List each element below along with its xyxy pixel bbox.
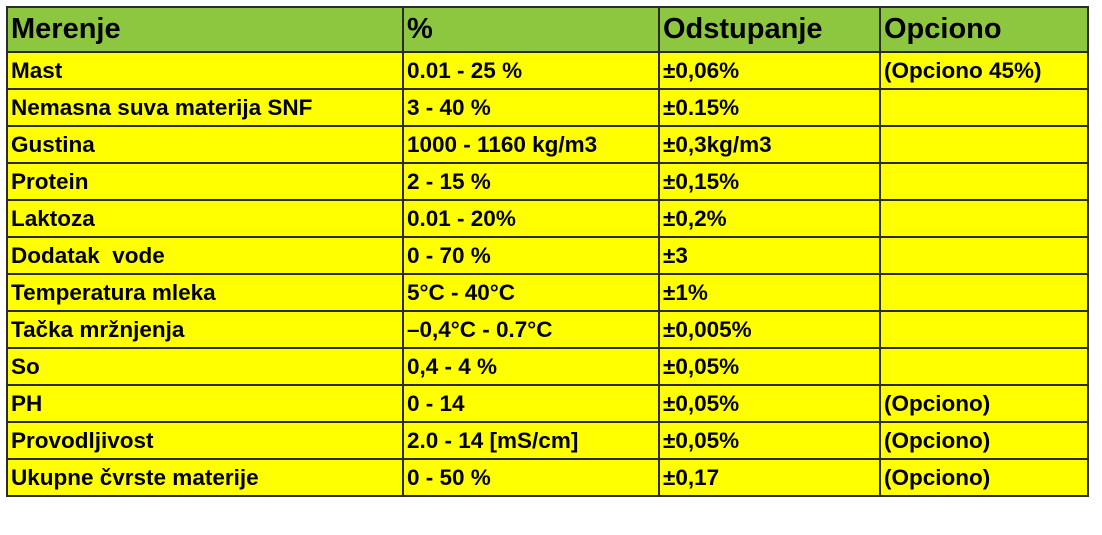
cell-range: –0,4°C - 0.7°C [402, 310, 660, 349]
table-row: Temperatura mleka 5°C - 40°C ±1% [6, 273, 1089, 312]
cell-optional [879, 125, 1089, 164]
cell-range: 3 - 40 % [402, 88, 660, 127]
header-deviation: Odstupanje [658, 6, 881, 53]
cell-optional [879, 273, 1089, 312]
table-row: Nemasna suva materija SNF 3 - 40 % ±0.15… [6, 88, 1089, 127]
cell-optional [879, 236, 1089, 275]
header-optional: Opciono [879, 6, 1089, 53]
cell-optional: (Opciono) [879, 384, 1089, 423]
cell-measurement: Mast [6, 51, 404, 90]
milk-analyzer-spec-table: Merenje % Odstupanje Opciono Mast 0.01 -… [6, 6, 1089, 497]
cell-measurement: Tačka mržnjenja [6, 310, 404, 349]
cell-measurement: Provodljivost [6, 421, 404, 460]
cell-range: 1000 - 1160 kg/m3 [402, 125, 660, 164]
cell-deviation: ±0,005% [658, 310, 881, 349]
cell-range: 2 - 15 % [402, 162, 660, 201]
table-row: Provodljivost 2.0 - 14 [mS/cm] ±0,05% (O… [6, 421, 1089, 460]
cell-optional [879, 347, 1089, 386]
cell-deviation: ±0,15% [658, 162, 881, 201]
header-measurement: Merenje [6, 6, 404, 53]
cell-range: 0,4 - 4 % [402, 347, 660, 386]
cell-deviation: ±0,2% [658, 199, 881, 238]
cell-deviation: ±0,05% [658, 347, 881, 386]
cell-deviation: ±3 [658, 236, 881, 275]
table-row: Gustina 1000 - 1160 kg/m3 ±0,3kg/m3 [6, 125, 1089, 164]
cell-deviation: ±0,17 [658, 458, 881, 497]
cell-measurement: Nemasna suva materija SNF [6, 88, 404, 127]
table-row: Dodatak vode 0 - 70 % ±3 [6, 236, 1089, 275]
cell-deviation: ±0,05% [658, 384, 881, 423]
cell-deviation: ±0,05% [658, 421, 881, 460]
header-row: Merenje % Odstupanje Opciono [6, 6, 1089, 53]
cell-optional: (Opciono) [879, 458, 1089, 497]
cell-deviation: ±0.15% [658, 88, 881, 127]
cell-range: 0.01 - 25 % [402, 51, 660, 90]
table-row: Laktoza 0.01 - 20% ±0,2% [6, 199, 1089, 238]
cell-deviation: ±1% [658, 273, 881, 312]
header-range: % [402, 6, 660, 53]
cell-range: 0.01 - 20% [402, 199, 660, 238]
cell-range: 0 - 50 % [402, 458, 660, 497]
cell-optional [879, 199, 1089, 238]
cell-deviation: ±0,06% [658, 51, 881, 90]
cell-measurement: PH [6, 384, 404, 423]
cell-range: 0 - 14 [402, 384, 660, 423]
cell-optional: (Opciono) [879, 421, 1089, 460]
cell-measurement: Ukupne čvrste materije [6, 458, 404, 497]
cell-measurement: Gustina [6, 125, 404, 164]
table-row: So 0,4 - 4 % ±0,05% [6, 347, 1089, 386]
table-row: Ukupne čvrste materije 0 - 50 % ±0,17 (O… [6, 458, 1089, 497]
table-row: Protein 2 - 15 % ±0,15% [6, 162, 1089, 201]
cell-measurement: So [6, 347, 404, 386]
cell-measurement: Temperatura mleka [6, 273, 404, 312]
cell-measurement: Dodatak vode [6, 236, 404, 275]
table-row: Mast 0.01 - 25 % ±0,06% (Opciono 45%) [6, 51, 1089, 90]
table-row: Tačka mržnjenja –0,4°C - 0.7°C ±0,005% [6, 310, 1089, 349]
spec-table-container: Merenje % Odstupanje Opciono Mast 0.01 -… [6, 6, 1089, 497]
cell-range: 0 - 70 % [402, 236, 660, 275]
cell-optional [879, 88, 1089, 127]
cell-measurement: Protein [6, 162, 404, 201]
cell-optional [879, 162, 1089, 201]
cell-optional: (Opciono 45%) [879, 51, 1089, 90]
table-row: PH 0 - 14 ±0,05% (Opciono) [6, 384, 1089, 423]
cell-measurement: Laktoza [6, 199, 404, 238]
cell-deviation: ±0,3kg/m3 [658, 125, 881, 164]
cell-range: 2.0 - 14 [mS/cm] [402, 421, 660, 460]
cell-range: 5°C - 40°C [402, 273, 660, 312]
cell-optional [879, 310, 1089, 349]
